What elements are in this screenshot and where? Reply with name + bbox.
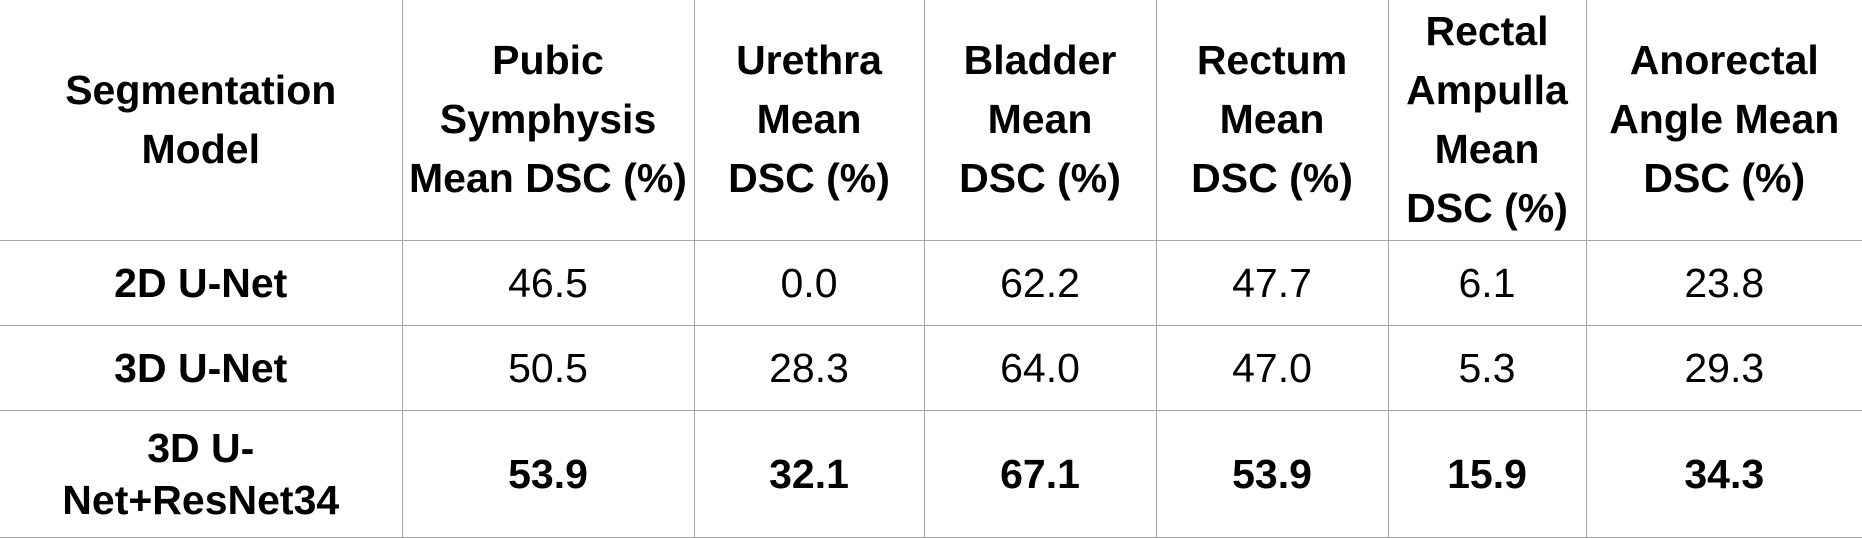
rectal-ampulla-dsc: 5.3 bbox=[1387, 324, 1587, 411]
rectum-dsc: 47.0 bbox=[1155, 324, 1389, 411]
model-name: 3D U-Net+ResNet34 bbox=[0, 409, 403, 538]
rectum-dsc: 47.7 bbox=[1155, 239, 1389, 326]
header-anorectal-angle: Anorectal Angle Mean DSC (%) bbox=[1585, 0, 1862, 241]
header-rectal-ampulla: Rectal Ampulla Mean DSC (%) bbox=[1387, 0, 1587, 241]
anorectal-angle-dsc: 34.3 bbox=[1585, 409, 1862, 538]
anorectal-angle-dsc: 29.3 bbox=[1585, 324, 1862, 411]
model-name: 3D U-Net bbox=[0, 324, 403, 411]
header-bladder: Bladder Mean DSC (%) bbox=[923, 0, 1157, 241]
header-urethra: Urethra Mean DSC (%) bbox=[693, 0, 925, 241]
urethra-dsc: 32.1 bbox=[693, 409, 925, 538]
bladder-dsc: 62.2 bbox=[923, 239, 1157, 326]
pubic-symphysis-dsc: 50.5 bbox=[401, 324, 695, 411]
table-row: 3D U-Net+ResNet34 53.9 32.1 67.1 53.9 15… bbox=[0, 409, 1862, 538]
rectum-dsc: 53.9 bbox=[1155, 409, 1389, 538]
header-pubic-symphysis: Pubic Symphysis Mean DSC (%) bbox=[401, 0, 695, 241]
bladder-dsc: 67.1 bbox=[923, 409, 1157, 538]
anorectal-angle-dsc: 23.8 bbox=[1585, 239, 1862, 326]
table-row: 2D U-Net 46.5 0.0 62.2 47.7 6.1 23.8 bbox=[0, 239, 1862, 326]
urethra-dsc: 28.3 bbox=[693, 324, 925, 411]
pubic-symphysis-dsc: 53.9 bbox=[401, 409, 695, 538]
model-name: 2D U-Net bbox=[0, 239, 403, 326]
rectal-ampulla-dsc: 15.9 bbox=[1387, 409, 1587, 538]
table-row: 3D U-Net 50.5 28.3 64.0 47.0 5.3 29.3 bbox=[0, 324, 1862, 411]
header-row: Segmentation Model Pubic Symphysis Mean … bbox=[0, 0, 1862, 241]
pubic-symphysis-dsc: 46.5 bbox=[401, 239, 695, 326]
header-rectum: Rectum Mean DSC (%) bbox=[1155, 0, 1389, 241]
rectal-ampulla-dsc: 6.1 bbox=[1387, 239, 1587, 326]
urethra-dsc: 0.0 bbox=[693, 239, 925, 326]
bladder-dsc: 64.0 bbox=[923, 324, 1157, 411]
header-segmentation-model: Segmentation Model bbox=[0, 0, 403, 241]
